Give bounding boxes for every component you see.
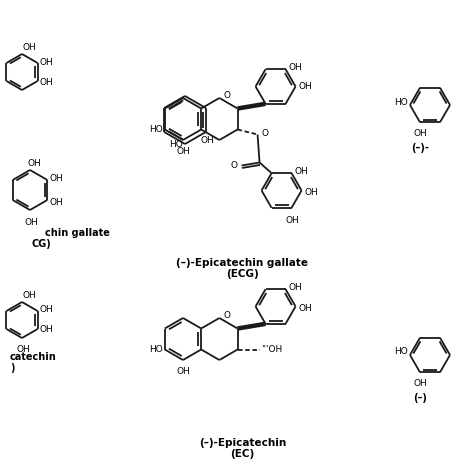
Text: OH: OH: [40, 306, 54, 315]
Text: OH: OH: [16, 345, 30, 354]
Text: OH: OH: [413, 379, 427, 388]
Text: CG): CG): [32, 239, 52, 249]
Text: OH: OH: [305, 188, 319, 197]
Text: OH: OH: [23, 291, 37, 300]
Text: OH: OH: [40, 326, 54, 335]
Text: OH: OH: [28, 158, 42, 167]
Text: (ECG): (ECG): [226, 269, 259, 279]
Text: OH: OH: [201, 136, 215, 145]
Text: OH: OH: [299, 304, 312, 313]
Text: OH: OH: [24, 218, 38, 227]
Text: HO: HO: [394, 98, 408, 107]
Text: OH: OH: [49, 198, 63, 207]
Text: O: O: [223, 91, 230, 100]
Text: OH: OH: [299, 82, 312, 91]
Text: OH: OH: [294, 167, 308, 176]
Text: OH: OH: [289, 63, 302, 72]
Text: HO: HO: [149, 345, 163, 354]
Text: (–)-Epicatechin: (–)-Epicatechin: [199, 438, 286, 448]
Text: '''OH: '''OH: [262, 345, 283, 354]
Text: HO: HO: [394, 347, 408, 356]
Text: O: O: [230, 161, 237, 170]
Text: OH: OH: [289, 283, 302, 292]
Text: O: O: [262, 129, 269, 138]
Text: OH: OH: [413, 129, 427, 138]
Text: O: O: [223, 310, 230, 319]
Text: OH: OH: [49, 173, 63, 182]
Text: (EC): (EC): [230, 449, 255, 459]
Text: (–): (–): [413, 393, 427, 403]
Text: (–)-: (–)-: [411, 143, 429, 153]
Text: OH: OH: [176, 367, 190, 376]
Text: OH: OH: [23, 43, 37, 52]
Text: (–)-Epicatechin gallate: (–)-Epicatechin gallate: [176, 258, 308, 268]
Text: catechin: catechin: [10, 352, 57, 362]
Text: HO: HO: [169, 139, 183, 148]
Text: OH: OH: [286, 216, 300, 225]
Text: chin gallate: chin gallate: [45, 228, 110, 238]
Text: OH: OH: [40, 57, 54, 66]
Text: OH: OH: [40, 78, 54, 86]
Text: OH: OH: [176, 147, 190, 156]
Text: ): ): [10, 363, 15, 373]
Text: HO: HO: [149, 125, 163, 134]
